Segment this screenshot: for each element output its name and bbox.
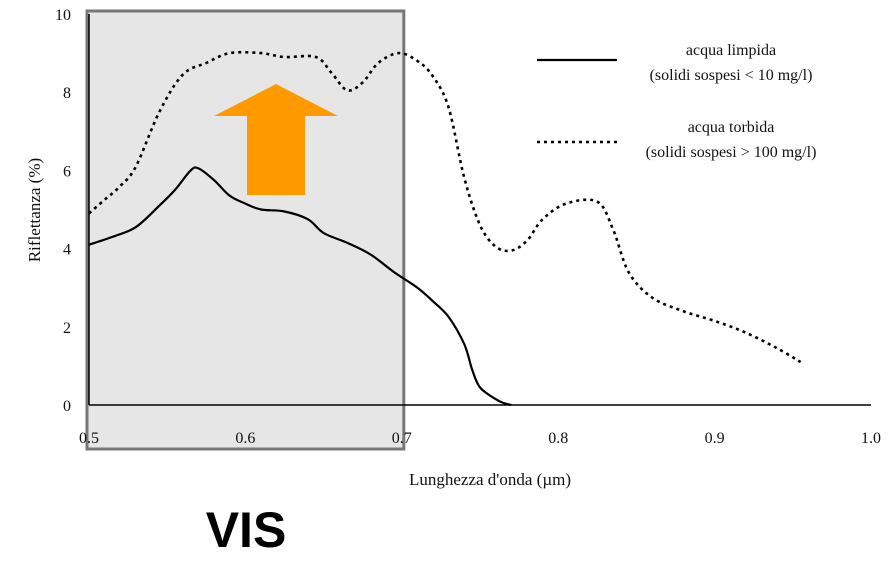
- y-tick-label: 4: [63, 242, 71, 259]
- x-tick-label: 0.8: [548, 430, 568, 447]
- legend-label-acqua-limpida: acqua limpida: [686, 42, 776, 59]
- legend: acqua limpida (solidi sospesi < 10 mg/l)…: [537, 42, 816, 161]
- legend-label-acqua-torbida: acqua torbida: [688, 119, 775, 136]
- y-tick-label: 6: [63, 163, 71, 180]
- series-line-acqua-torbida: [88, 50, 802, 364]
- series-line-acqua-limpida: [88, 166, 512, 407]
- y-tick-label: 10: [55, 7, 71, 24]
- x-tick-label: 0.6: [235, 430, 255, 447]
- x-tick-label: 0.5: [79, 430, 99, 447]
- x-axis-title: Lunghezza d'onda (µm): [409, 470, 571, 489]
- up-arrow-icon: [214, 84, 338, 195]
- x-tick-label: 0.7: [392, 430, 412, 447]
- legend-detail-acqua-torbida: (solidi sospesi > 100 mg/l): [646, 144, 817, 161]
- vis-band-highlight: [85, 9, 406, 451]
- y-tick-label: 8: [63, 85, 71, 102]
- legend-detail-acqua-limpida: (solidi sospesi < 10 mg/l): [650, 67, 813, 84]
- x-tick-label: 1.0: [861, 430, 881, 447]
- vis-band-label: VIS: [206, 502, 287, 558]
- y-tick-label: 0: [63, 398, 71, 415]
- y-tick-labels: 0 2 4 6 8 10: [55, 7, 71, 415]
- y-axis-title: Riflettanza (%): [25, 158, 44, 262]
- x-tick-labels: 0.5 0.6 0.7 0.8 0.9 1.0: [79, 430, 881, 447]
- y-tick-label: 2: [63, 320, 71, 337]
- x-tick-label: 0.9: [705, 430, 725, 447]
